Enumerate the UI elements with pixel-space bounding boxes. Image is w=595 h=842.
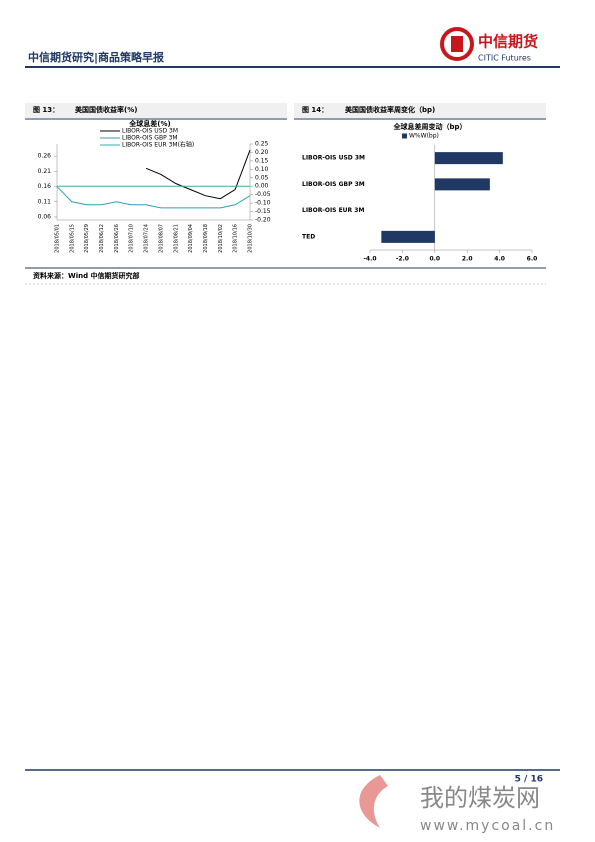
header-title: 中信期货研究|商品策略早报: [28, 50, 165, 64]
y2-tick-label: -0.15: [255, 208, 271, 215]
legend-label: LIBOR-OIS GBP 3M: [122, 135, 178, 142]
x-tick-label: 2018/06/12: [99, 224, 105, 253]
watermark-icon: [359, 775, 388, 828]
x-tick-label: 2018/09/04: [188, 224, 194, 253]
y2-tick-label: -0.05: [255, 191, 271, 198]
legend-label: LIBOR-OIS EUR 3M(右轴): [122, 141, 194, 149]
y2-tick-label: 0.10: [255, 166, 269, 173]
x-tick-label: 2018/06/26: [114, 224, 120, 253]
y-tick-label: TED: [302, 233, 315, 240]
x-tick-label: 2018/10/16: [233, 224, 239, 253]
y-tick-label: LIBOR-OIS GBP 3M: [302, 181, 365, 188]
y2-tick-label: 0.00: [255, 183, 269, 190]
y-tick-label: LIBOR-OIS EUR 3M: [302, 207, 364, 214]
y2-tick-label: 0.05: [255, 174, 269, 181]
x-tick-label: 2018/05/15: [69, 224, 75, 253]
watermark-name: 我的煤炭网: [420, 784, 540, 812]
logo-mark: [451, 36, 463, 52]
source: 资料来源：Wind 中信期货研究部: [33, 271, 140, 280]
line-series: [145, 149, 251, 200]
x-tick-label: 2018/10/30: [248, 224, 254, 253]
x-tick-label: 2018/07/10: [129, 224, 135, 253]
y2-tick-label: -0.10: [255, 200, 271, 207]
legend-label: W%W(bp): [409, 133, 439, 140]
x-tick-label: 0.0: [429, 256, 440, 263]
bar: [434, 178, 490, 191]
y2-tick-label: 0.25: [255, 141, 269, 148]
x-tick-label: 2018/10/02: [218, 224, 224, 253]
y-tick-label: 0.26: [38, 153, 52, 160]
logo-cn: 中信期货: [478, 33, 538, 51]
line-series: [56, 186, 251, 209]
chart-title: 全球息差(%): [128, 119, 170, 128]
y2-tick-label: 0.15: [255, 157, 269, 164]
bar: [434, 152, 503, 165]
y-tick-label: LIBOR-OIS USD 3M: [302, 155, 365, 162]
chart-title: 全球息差周变动（bp）: [392, 122, 466, 131]
logo-en: CITIC Futures: [478, 54, 531, 63]
x-tick-label: -4.0: [363, 256, 376, 263]
page-number: 5 / 16: [515, 775, 543, 785]
figure-caption: 美国国债收益率(%): [75, 105, 137, 114]
legend-swatch: [402, 133, 407, 139]
figure-caption: 美国国债收益率周变化（bp): [345, 105, 435, 114]
watermark-url: www.mycoal.cn: [420, 818, 555, 834]
caption-bg: [294, 103, 546, 118]
caption-bg: [25, 103, 287, 118]
figure-number: 图 14：: [302, 105, 328, 114]
legend-label: LIBOR-OIS USD 3M: [122, 128, 178, 135]
figure-number: 图 13：: [33, 105, 59, 114]
x-tick-label: 2018/09/18: [203, 224, 209, 253]
x-tick-label: 2018/07/24: [144, 224, 150, 253]
y2-tick-label: 0.20: [255, 149, 269, 156]
x-tick-label: 6.0: [527, 256, 538, 263]
x-tick-label: -2.0: [396, 256, 409, 263]
x-tick-label: 2.0: [462, 256, 473, 263]
y-tick-label: 0.16: [38, 183, 52, 190]
x-tick-label: 2018/08/07: [158, 224, 164, 253]
y-tick-label: 0.11: [38, 198, 52, 205]
x-tick-label: 4.0: [494, 256, 505, 263]
y-tick-label: 0.21: [38, 168, 52, 175]
x-tick-label: 2018/05/29: [84, 224, 90, 253]
x-tick-label: 2018/05/01: [55, 224, 61, 253]
x-tick-label: 2018/08/21: [173, 224, 179, 253]
logo-ring: [440, 27, 474, 61]
y2-tick-label: -0.20: [255, 217, 271, 224]
bar: [381, 230, 435, 243]
y-tick-label: 0.06: [38, 213, 52, 220]
